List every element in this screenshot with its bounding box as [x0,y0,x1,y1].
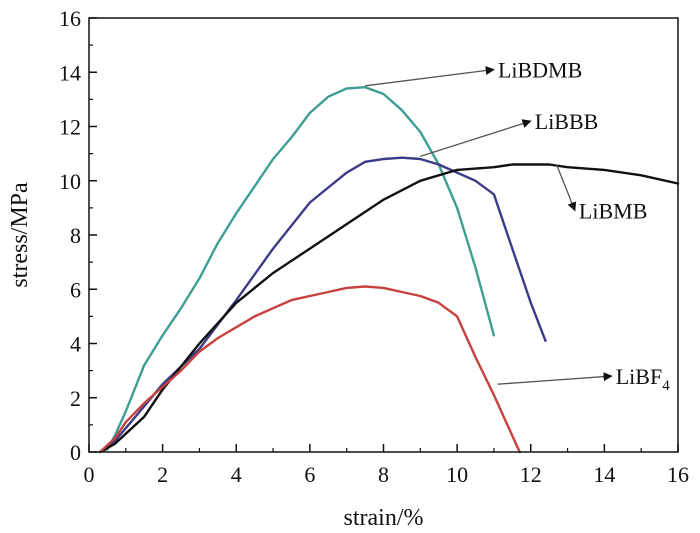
y-tick-label: 4 [70,332,81,357]
x-axis-title: strain/% [344,505,424,531]
annotation-label-libf4: LiBF4 [616,364,670,394]
x-tick-label: 12 [520,462,542,487]
plot-area [98,86,680,454]
x-tick-label: 14 [593,462,615,487]
x-tick-label: 10 [446,462,468,487]
y-tick-label: 10 [59,169,81,194]
y-tick-label: 8 [70,223,81,248]
x-tick-label: 6 [304,462,315,487]
x-tick-label: 8 [378,462,389,487]
annotation-label-libbb: LiBBB [535,109,599,134]
x-tick-label: 16 [667,462,689,487]
series-line-libbb [98,156,547,454]
annotation-arrow [365,66,495,87]
series-line-libf4 [98,285,521,454]
annotation-label-libmb: LiBMB [579,199,647,224]
x-axis-ticks: 0 2 4 6 8 10 12 14 16 [84,444,689,487]
y-axis-ticks: 0 2 4 6 8 10 12 14 16 [59,6,97,465]
y-tick-label: 0 [70,440,81,465]
y-tick-label: 2 [70,386,81,411]
x-tick-label: 2 [157,462,168,487]
annotation-arrow [497,372,613,385]
x-tick-label: 0 [84,462,95,487]
y-tick-label: 16 [59,6,81,31]
y-tick-label: 14 [59,60,81,85]
y-tick-label: 6 [70,277,81,302]
annotation-label-libdmb: LiBDMB [498,58,582,83]
curve-annotations: LiBDMB LiBBB LiBMB LiBF4 [365,58,670,394]
y-axis-title: stress/MPa [7,182,33,288]
y-tick-label: 12 [59,115,81,140]
series-line-libdmb [98,86,496,454]
annotation-arrow [555,164,577,212]
x-tick-label: 4 [231,462,242,487]
annotation-arrow [420,119,532,157]
